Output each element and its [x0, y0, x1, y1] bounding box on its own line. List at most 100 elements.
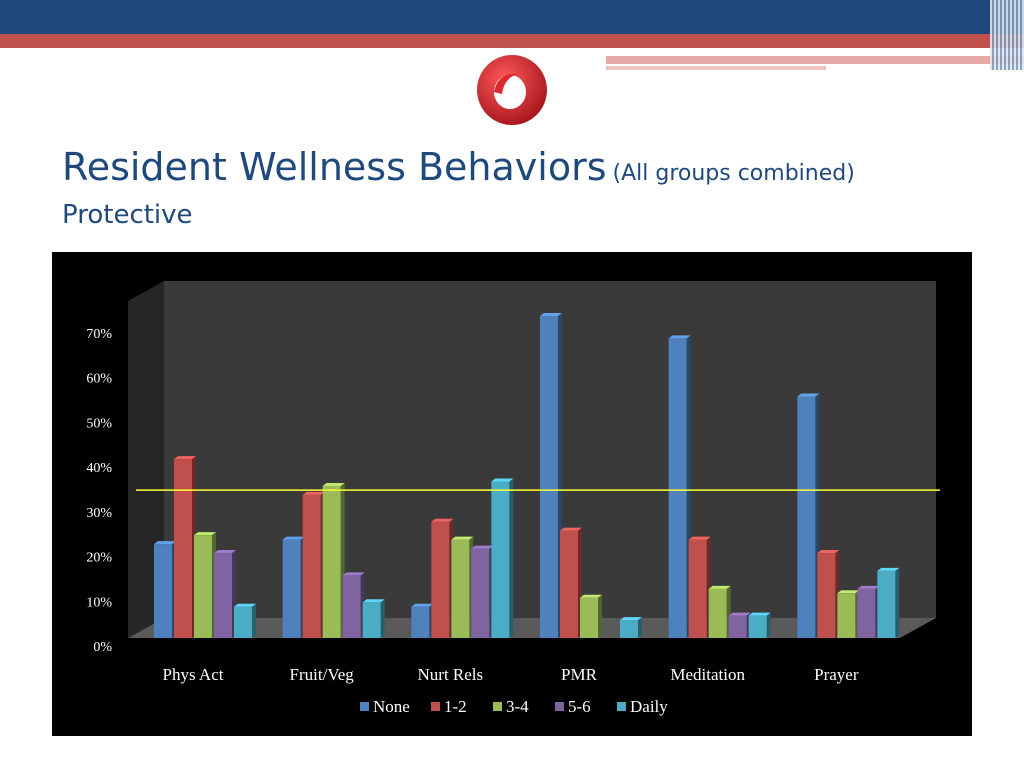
slide-title-text: Resident Wellness Behaviors — [62, 145, 607, 189]
bar-top — [322, 482, 345, 486]
bar-front — [560, 530, 578, 638]
bar-front — [471, 548, 490, 638]
header-pink-strip-2 — [606, 66, 826, 70]
bar-front — [154, 544, 172, 638]
bar-front — [491, 481, 510, 638]
legend-swatch-daily — [617, 702, 626, 711]
legend-label: 3-4 — [506, 697, 529, 716]
bar-pmr-daily — [620, 617, 642, 638]
y-tick-label: 40% — [86, 461, 112, 476]
bar-side — [638, 617, 642, 638]
x-tick-label: Fruit/Veg — [290, 665, 355, 684]
ring-logo — [477, 55, 547, 125]
bar-front — [362, 602, 381, 638]
bar-phys-act-daily — [234, 603, 256, 638]
y-tick-label: 20% — [86, 551, 112, 566]
bar-meditation-1-2 — [688, 536, 711, 638]
bar-front — [322, 485, 341, 638]
bar-front — [214, 553, 232, 638]
bar-front — [748, 615, 767, 638]
bar-top — [857, 585, 880, 589]
bar-top — [728, 612, 751, 616]
bar-front — [234, 606, 252, 638]
bar-side — [252, 603, 256, 638]
slide-subtitle: Protective — [62, 200, 193, 230]
bar-phys-act-5-6 — [214, 550, 236, 638]
bar-meditation-5-6 — [728, 612, 751, 638]
y-tick-label: 60% — [86, 372, 112, 387]
bar-phys-act-1-2 — [174, 456, 196, 638]
bar-top — [282, 536, 305, 540]
chart-panel: 0% 10% 20% 30% 40% 50% 60% 70% Phys Act Fruit/Veg… — [52, 252, 972, 736]
bar-pmr-none — [540, 313, 562, 638]
bar-top — [491, 478, 514, 482]
bar-top — [451, 536, 474, 540]
bar-nurt-rels-none — [411, 603, 434, 638]
legend-swatch-1-2 — [431, 702, 440, 711]
bar-front — [728, 615, 747, 638]
y-tick-label: 30% — [86, 506, 112, 521]
header-pink-strip — [606, 56, 1024, 64]
bar-front — [540, 316, 558, 638]
bar-front — [282, 539, 301, 638]
bar-top — [342, 572, 365, 576]
bar-nurt-rels-daily — [491, 478, 514, 638]
bar-pmr-3-4 — [580, 594, 602, 638]
y-tick-label: 70% — [86, 327, 112, 342]
bar-nurt-rels-1-2 — [431, 518, 454, 638]
x-tick-label: Phys Act — [163, 665, 224, 684]
bar-fruit-veg-3-4 — [322, 482, 345, 638]
legend-swatch-3-4 — [493, 702, 502, 711]
bar-top — [214, 550, 236, 554]
bar-front — [194, 535, 212, 638]
bar-front — [668, 338, 687, 638]
y-tick-label: 50% — [86, 416, 112, 431]
title-block: Resident Wellness Behaviors (All groups c… — [62, 142, 855, 231]
bar-front — [877, 570, 896, 638]
bar-chart: 0% 10% 20% 30% 40% 50% 60% 70% Phys Act Fruit/Veg… — [86, 281, 940, 716]
bar-top — [234, 603, 256, 607]
bar-prayer-daily — [877, 567, 900, 638]
header-accent-stripes — [990, 0, 1024, 70]
bar-top — [431, 518, 454, 522]
bar-front — [817, 553, 836, 638]
bar-side — [895, 567, 900, 638]
bar-front — [411, 606, 430, 638]
bar-front — [688, 539, 707, 638]
bar-front — [797, 396, 816, 638]
bar-top — [817, 550, 840, 554]
bar-front — [708, 588, 727, 638]
bar-side — [509, 478, 514, 638]
bar-nurt-rels-5-6 — [471, 545, 494, 638]
bar-top — [668, 335, 691, 339]
bar-meditation-daily — [748, 612, 771, 638]
legend-swatch-none — [360, 702, 369, 711]
bar-top — [620, 617, 642, 621]
bar-front — [580, 597, 598, 638]
bar-prayer-none — [797, 393, 820, 638]
legend-label: 1-2 — [444, 697, 467, 716]
bar-top — [877, 567, 900, 571]
bar-front — [302, 494, 321, 638]
header-red-band — [0, 34, 1024, 48]
legend-label: None — [373, 697, 410, 716]
bar-top — [748, 612, 771, 616]
bar-meditation-3-4 — [708, 585, 731, 638]
bar-top — [194, 532, 216, 536]
bar-top — [362, 599, 385, 603]
header-blue-band — [0, 0, 1024, 34]
bar-top — [540, 313, 562, 317]
bar-top — [411, 603, 434, 607]
bar-prayer-3-4 — [837, 590, 860, 638]
bar-front — [451, 539, 470, 638]
bar-top — [797, 393, 820, 397]
bar-top — [471, 545, 494, 549]
x-tick-label: Meditation — [670, 665, 745, 684]
bar-phys-act-none — [154, 541, 176, 638]
x-tick-label: PMR — [561, 665, 598, 684]
bar-front — [837, 593, 856, 638]
bar-top — [688, 536, 711, 540]
bar-top — [302, 491, 325, 495]
y-tick-label: 10% — [86, 595, 112, 610]
bar-top — [837, 590, 860, 594]
